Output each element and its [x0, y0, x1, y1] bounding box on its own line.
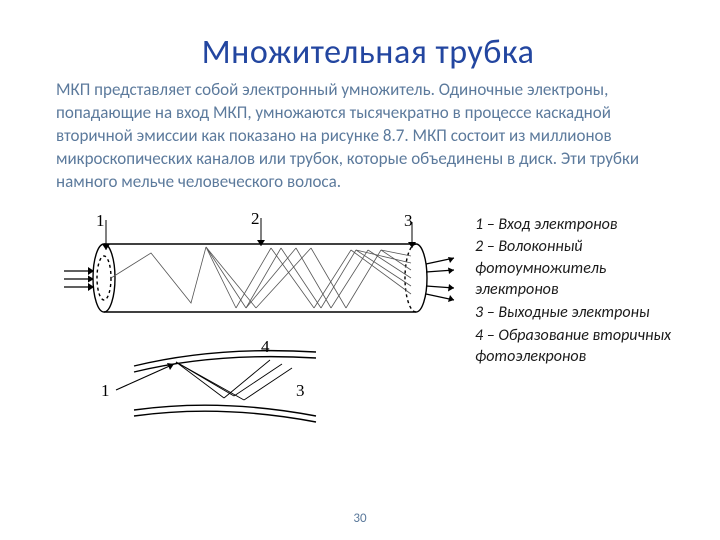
slide-title: Множительная трубка: [56, 32, 680, 73]
detail-label-3: 3: [296, 381, 305, 400]
page-number: 30: [353, 511, 366, 526]
detail-label-4: 4: [261, 338, 270, 356]
detail-label-1: 1: [101, 381, 110, 400]
tube-diagram: 1 2 3: [56, 208, 461, 338]
diagram-column: 1 2 3: [56, 208, 461, 428]
legend-item: 2 – Волоконный фотоумножитель электронов: [475, 236, 680, 301]
legend-item: 3 – Выходные электроны: [475, 302, 680, 324]
diagram-label-3: 3: [404, 211, 413, 230]
legend-item: 4 – Образование вторичных фотоэлекронов: [475, 325, 680, 368]
lower-row: 1 2 3: [56, 208, 680, 428]
legend-column: 1 – Вход электронов 2 – Волоконный фотоу…: [475, 208, 680, 369]
diagram-label-2: 2: [251, 209, 260, 228]
slide-body-text: МКП представляет собой электронный умнож…: [56, 79, 680, 194]
detail-diagram: 1 4 3: [56, 338, 356, 428]
diagram-label-1: 1: [96, 211, 105, 230]
slide: Множительная трубка МКП представляет соб…: [0, 0, 720, 540]
legend-item: 1 – Вход электронов: [475, 214, 680, 236]
